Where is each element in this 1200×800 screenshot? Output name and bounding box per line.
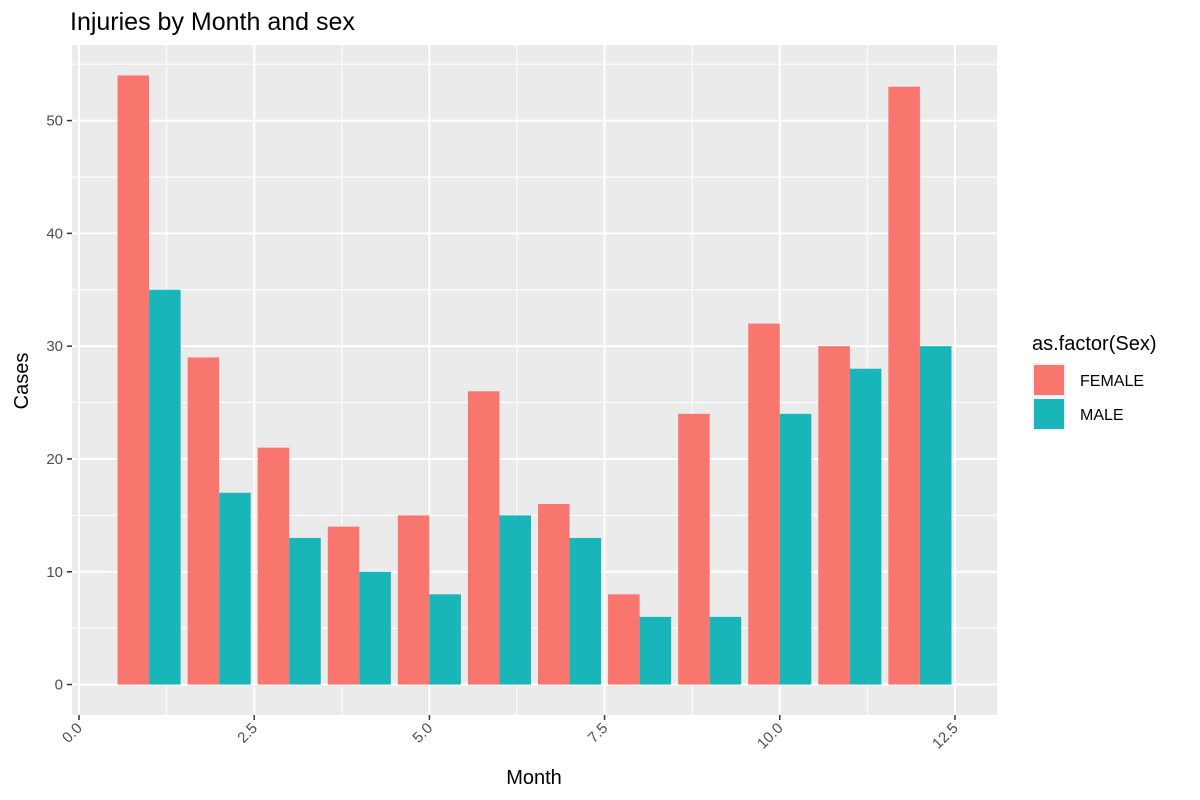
y-tick-label: 10 xyxy=(46,564,63,581)
legend-swatch-male xyxy=(1034,399,1064,429)
y-tick-label: 50 xyxy=(46,113,63,130)
x-tick-label: 2.5 xyxy=(234,720,261,747)
bar-female-month-9 xyxy=(678,413,710,685)
legend-title: as.factor(Sex) xyxy=(1032,333,1156,355)
bar-male-month-8 xyxy=(639,616,672,685)
bar-female-month-10 xyxy=(748,323,780,685)
legend-label-male: MALE xyxy=(1080,407,1124,424)
bar-male-month-7 xyxy=(569,537,602,685)
bars xyxy=(117,75,952,685)
y-axis-title: Cases xyxy=(11,353,33,410)
x-tick-label: 0.0 xyxy=(59,720,86,747)
bar-male-month-5 xyxy=(429,594,461,685)
x-axis-title: Month xyxy=(506,767,562,789)
y-tick-label: 20 xyxy=(46,451,63,468)
bar-female-month-1 xyxy=(117,75,150,685)
bar-female-month-7 xyxy=(538,504,570,685)
x-axis: 0.0 2.5 5.0 7.5 10.0 12.5 xyxy=(59,715,962,752)
bar-male-month-4 xyxy=(359,571,391,685)
legend-label-female: FEMALE xyxy=(1080,373,1144,390)
bar-female-month-11 xyxy=(818,346,850,685)
bar-male-month-3 xyxy=(289,537,321,685)
bar-male-month-2 xyxy=(219,492,251,685)
bar-male-month-10 xyxy=(779,413,812,685)
y-tick-label: 40 xyxy=(46,225,63,242)
chart-title: Injuries by Month and sex xyxy=(70,8,355,36)
y-tick-label: 30 xyxy=(46,338,63,355)
bar-female-month-8 xyxy=(608,594,640,685)
x-tick-label: 10.0 xyxy=(754,720,787,753)
y-axis: 0 10 20 30 40 50 xyxy=(46,113,72,694)
bar-male-month-11 xyxy=(849,368,882,685)
legend: as.factor(Sex) FEMALE MALE xyxy=(1032,333,1156,431)
bar-male-month-12 xyxy=(919,346,952,685)
bar-female-month-4 xyxy=(327,526,360,685)
bar-female-month-2 xyxy=(187,357,220,685)
bar-female-month-6 xyxy=(467,391,500,685)
x-tick-label: 12.5 xyxy=(929,720,962,753)
bar-female-month-12 xyxy=(888,86,920,685)
y-tick-label: 0 xyxy=(55,677,63,694)
bar-female-month-3 xyxy=(257,447,290,685)
x-tick-label: 5.0 xyxy=(409,720,436,747)
legend-swatch-female xyxy=(1034,365,1064,395)
x-tick-label: 7.5 xyxy=(585,720,612,747)
bar-male-month-6 xyxy=(499,515,531,685)
bar-male-month-9 xyxy=(709,616,742,685)
bar-male-month-1 xyxy=(149,289,181,685)
bar-female-month-5 xyxy=(397,515,430,685)
